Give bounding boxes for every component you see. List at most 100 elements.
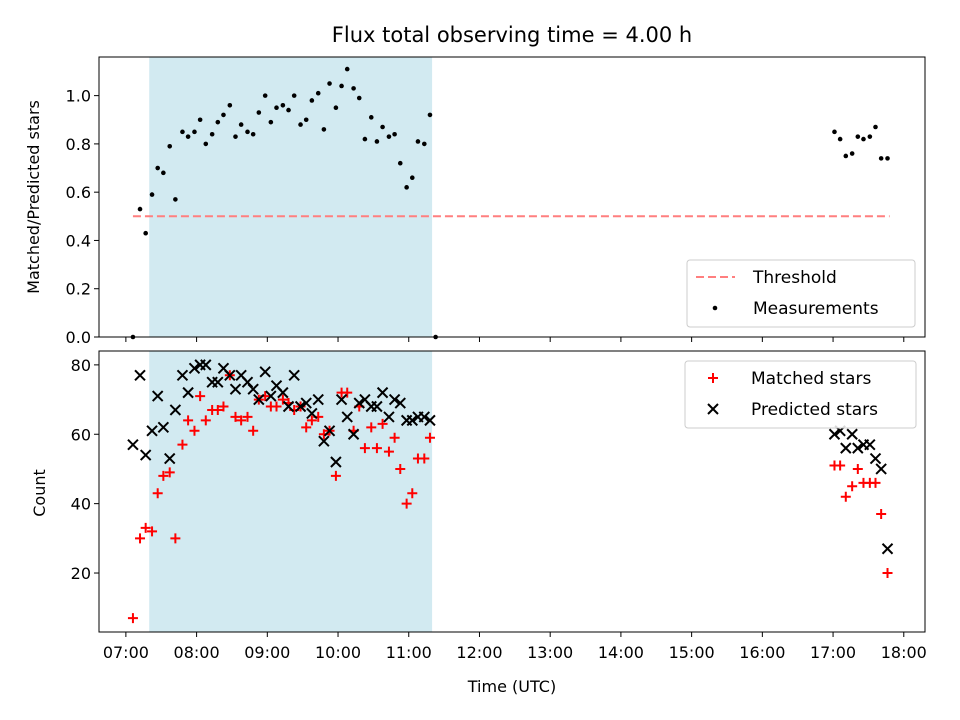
measurement-point xyxy=(143,230,148,236)
x-axis-label: Time (UTC) xyxy=(467,677,556,696)
matched-star-point xyxy=(419,453,430,464)
predicted-star-point xyxy=(294,400,307,413)
matched-star-point xyxy=(177,439,188,450)
matched-star-point xyxy=(306,415,317,426)
matched-star-point xyxy=(383,446,394,457)
measurement-point xyxy=(233,134,238,139)
predicted-star-point xyxy=(306,407,318,420)
measurement-point xyxy=(215,119,221,125)
legend-measurement-swatch xyxy=(712,305,718,311)
measurement-point xyxy=(185,134,191,139)
predicted-star-point xyxy=(312,393,324,406)
matched-star-point xyxy=(330,470,341,481)
measurement-point xyxy=(344,66,350,72)
measurement-point xyxy=(849,151,855,156)
matched-star-point xyxy=(271,401,282,412)
measurement-point xyxy=(327,81,332,86)
x-tick-label: 09:00 xyxy=(244,643,290,662)
predicted-star-point xyxy=(424,414,436,427)
observing-window-shade xyxy=(149,57,433,337)
legend-label: Measurements xyxy=(753,299,879,319)
predicted-star-point xyxy=(341,411,353,423)
matched-star-point xyxy=(277,394,288,405)
measurement-point xyxy=(303,117,309,123)
measurement-point xyxy=(268,119,274,125)
measurement-point xyxy=(274,105,279,110)
measurement-point xyxy=(286,107,291,113)
top-panel: 0.0 0.2 0.4 0.6 0.8 1.0 Threshold Measurements xyxy=(66,56,926,347)
legend-predicted-swatch xyxy=(707,403,719,415)
matched-star-point xyxy=(135,533,146,544)
legend-matched-swatch xyxy=(708,373,718,383)
measurement-point xyxy=(427,112,433,118)
predicted-star-point xyxy=(394,397,406,409)
predicted-star-point xyxy=(288,369,300,381)
predicted-star-point xyxy=(253,393,265,406)
measurement-point xyxy=(356,95,362,101)
bottom-y-axis-label: Count xyxy=(30,469,49,517)
x-tick-label: 07:00 xyxy=(103,643,149,662)
matched-star-point xyxy=(366,422,377,433)
measurement-point xyxy=(380,124,385,130)
measurement-point xyxy=(291,93,297,98)
predicted-star-point xyxy=(376,386,389,399)
measurement-point xyxy=(321,127,327,132)
matched-star-point xyxy=(407,488,418,499)
bottom-panel: 20 40 60 80 07:00 08:00 09:00 10:00 11:00 12:00 13… xyxy=(71,350,927,662)
measurement-point xyxy=(180,129,185,135)
predicted-star-point xyxy=(371,400,383,413)
measurement-point xyxy=(209,131,215,137)
top-y-axis-label: Matched/Predicted stars xyxy=(24,100,43,294)
measurement-point xyxy=(298,122,303,127)
measurement-point xyxy=(392,131,397,137)
chart-title: Flux total observing time = 4.00 h xyxy=(332,23,692,47)
matched-star-point xyxy=(389,432,400,443)
x-tick-label: 17:00 xyxy=(810,643,856,662)
matched-star-point xyxy=(359,443,370,454)
measurement-point xyxy=(885,156,890,161)
measurement-point xyxy=(197,117,203,123)
predicted-star-point xyxy=(335,393,348,406)
legend-label: Predicted stars xyxy=(751,400,878,420)
measurement-point xyxy=(238,122,244,127)
predicted-star-point xyxy=(229,383,242,395)
y-tick-label: 80 xyxy=(71,356,91,375)
predicted-star-point xyxy=(881,543,894,555)
matched-star-point xyxy=(218,401,229,412)
measurement-point xyxy=(861,136,866,142)
predicted-star-point xyxy=(864,438,876,451)
measurement-point xyxy=(415,139,421,144)
x-tick-label: 14:00 xyxy=(598,643,644,662)
x-tick-label: 11:00 xyxy=(386,643,432,662)
matched-star-point xyxy=(158,470,169,481)
matched-star-point xyxy=(835,460,846,471)
measurement-point xyxy=(315,90,321,96)
predicted-star-point xyxy=(139,449,152,461)
x-tick-label: 08:00 xyxy=(174,643,220,662)
legend-label: Matched stars xyxy=(751,369,871,389)
measurement-point xyxy=(873,124,878,130)
measurement-point xyxy=(167,144,173,149)
measurement-point xyxy=(250,131,256,137)
predicted-star-point xyxy=(318,435,330,447)
measurement-point xyxy=(404,185,409,190)
matched-star-point xyxy=(195,391,206,402)
predicted-star-point xyxy=(300,397,312,409)
measurement-point xyxy=(203,141,209,147)
measurement-point xyxy=(855,134,861,139)
measurement-point xyxy=(262,93,268,98)
measurement-point xyxy=(368,115,374,120)
matched-star-point xyxy=(212,404,223,415)
predicted-star-point xyxy=(418,411,431,423)
predicted-star-point xyxy=(134,369,146,381)
matched-star-point xyxy=(200,415,211,426)
measurement-point xyxy=(422,141,427,147)
matched-star-point xyxy=(183,415,194,426)
y-tick-label: 40 xyxy=(71,495,91,514)
matched-star-point xyxy=(164,467,175,478)
x-tick-label: 18:00 xyxy=(881,643,927,662)
x-tick-label: 15:00 xyxy=(669,643,715,662)
matched-star-point xyxy=(242,411,253,422)
matched-star-point xyxy=(882,568,893,579)
